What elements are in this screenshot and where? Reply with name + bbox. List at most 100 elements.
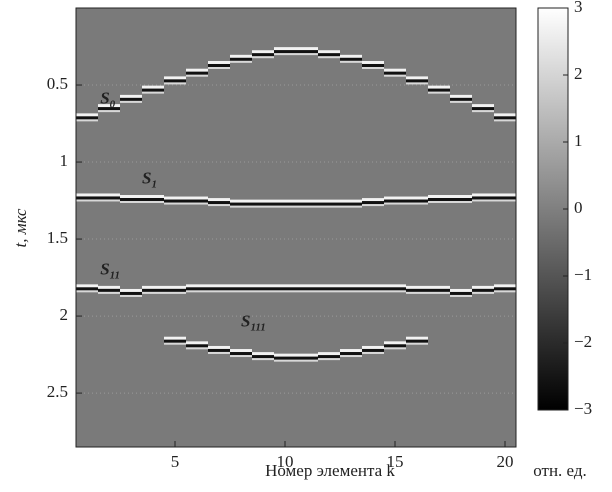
echo-dark xyxy=(472,107,494,111)
echo-bright xyxy=(208,204,230,207)
echo-bright xyxy=(296,47,318,51)
echo-bright xyxy=(274,47,296,51)
echo-bright xyxy=(208,60,230,64)
echo-bright xyxy=(274,284,296,288)
echo-bright xyxy=(208,351,230,354)
echo-bright xyxy=(142,201,164,204)
echo-bright xyxy=(428,201,450,204)
echo-bright xyxy=(274,53,296,56)
echo-bright xyxy=(252,199,274,203)
echo-dark xyxy=(230,202,252,206)
echo-bright xyxy=(384,341,406,345)
echo-bright xyxy=(76,193,98,197)
echo-dark xyxy=(274,202,296,206)
echo-bright xyxy=(252,205,274,208)
echo-bright xyxy=(472,193,494,197)
echo-dark xyxy=(230,352,252,356)
echo-bright xyxy=(164,342,186,345)
echo-dark xyxy=(362,348,384,352)
echo-bright xyxy=(164,196,186,200)
echo-bright xyxy=(230,290,252,293)
echo-dark xyxy=(274,287,296,291)
echo-bright xyxy=(98,104,120,108)
echo-bright xyxy=(296,205,318,208)
echo-bright xyxy=(186,347,208,350)
echo-bright xyxy=(362,345,384,349)
echo-bright xyxy=(164,82,186,85)
echo-dark xyxy=(186,287,208,291)
echo-dark xyxy=(208,201,230,205)
echo-bright xyxy=(230,284,252,288)
echo-dark xyxy=(164,339,186,343)
echo-bright xyxy=(384,68,406,72)
echo-bright xyxy=(274,290,296,293)
echo-bright xyxy=(362,60,384,64)
echo-dark xyxy=(296,50,318,54)
echo-dark xyxy=(274,356,296,360)
echo-bright xyxy=(384,74,406,77)
y-tick-label: 2 xyxy=(60,305,69,324)
echo-bright xyxy=(384,290,406,293)
echo-bright xyxy=(340,290,362,293)
echo-bright xyxy=(274,199,296,203)
echo-bright xyxy=(164,285,186,289)
echo-bright xyxy=(164,202,186,205)
echo-bright xyxy=(340,60,362,63)
echo-bright xyxy=(296,353,318,357)
echo-bright xyxy=(186,68,208,72)
echo-bright xyxy=(406,202,428,205)
echo-dark xyxy=(406,199,428,203)
echo-bright xyxy=(186,196,208,200)
echo-bright xyxy=(252,290,274,293)
echo-dark xyxy=(428,198,450,202)
echo-bright xyxy=(120,288,142,292)
echo-bright xyxy=(252,284,274,288)
echo-bright xyxy=(208,66,230,69)
echo-dark xyxy=(274,50,296,54)
echo-bright xyxy=(318,290,340,293)
echo-dark xyxy=(76,116,98,120)
echo-bright xyxy=(362,204,384,207)
echo-bright xyxy=(296,53,318,56)
echo-bright xyxy=(274,205,296,208)
echo-bright xyxy=(230,355,252,358)
echo-dark xyxy=(340,287,362,291)
echo-dark xyxy=(208,287,230,291)
echo-label: S11 xyxy=(100,259,120,281)
echo-dark xyxy=(120,291,142,295)
echo-dark xyxy=(164,199,186,203)
echo-dark xyxy=(384,199,406,203)
echo-bright xyxy=(230,199,252,203)
echo-bright xyxy=(450,201,472,204)
echo-dark xyxy=(252,53,274,57)
echo-bright xyxy=(318,50,340,54)
echo-dark xyxy=(318,287,340,291)
echo-dark xyxy=(340,202,362,206)
echo-bright xyxy=(98,193,120,197)
echo-bright xyxy=(340,284,362,288)
echo-dark xyxy=(120,198,142,202)
echo-dark xyxy=(472,196,494,200)
echo-dark xyxy=(384,344,406,348)
echo-bright xyxy=(230,205,252,208)
echo-bright xyxy=(384,202,406,205)
echo-dark xyxy=(230,287,252,291)
echo-bright xyxy=(362,284,384,288)
echo-bright xyxy=(252,358,274,361)
echo-bright xyxy=(120,294,142,297)
echo-bright xyxy=(340,349,362,353)
echo-bright xyxy=(252,352,274,356)
echo-bright xyxy=(208,284,230,288)
echo-dark xyxy=(98,107,120,111)
x-tick-label: 10 xyxy=(277,452,294,471)
echo-dark xyxy=(318,355,340,359)
echo-bright xyxy=(406,76,428,80)
echo-dark xyxy=(428,88,450,92)
echo-label: S111 xyxy=(241,312,266,334)
echo-bright xyxy=(120,94,142,98)
echo-bright xyxy=(274,353,296,357)
x-tick-label: 5 xyxy=(171,452,180,471)
echo-dark xyxy=(428,288,450,292)
echo-bright xyxy=(472,104,494,108)
echo-dark xyxy=(494,287,516,291)
